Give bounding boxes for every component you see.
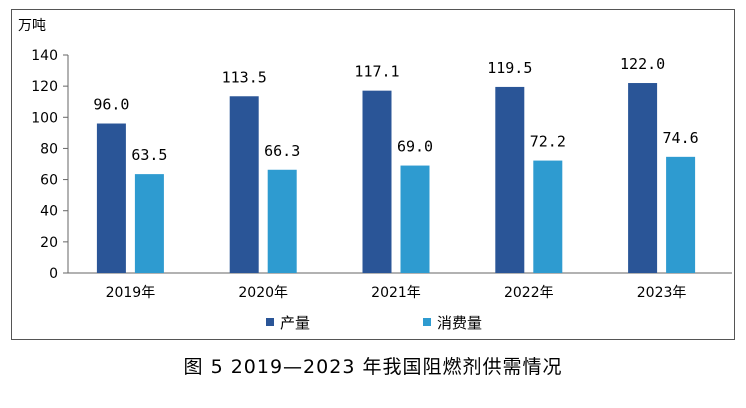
bar-production: [229, 96, 259, 273]
bar-production: [96, 123, 126, 273]
y-tick-label: 140: [31, 48, 58, 64]
y-tick-label: 80: [40, 141, 58, 157]
legend-label-consumption: 消费量: [437, 314, 482, 332]
figure-caption: 图 5 2019—2023 年我国阻燃剂供需情况: [183, 356, 563, 378]
bar-consumption: [267, 169, 297, 273]
bar-production: [495, 86, 525, 274]
value-label-consumption: 63.5: [131, 146, 167, 164]
value-label-consumption: 74.6: [663, 129, 699, 147]
bar-consumption: [134, 174, 164, 273]
bar-consumption: [400, 165, 430, 273]
value-label-production: 122.0: [620, 55, 665, 73]
y-tick-label: 20: [40, 235, 58, 251]
value-label-production: 119.5: [487, 59, 532, 77]
y-tick-label: 100: [31, 110, 58, 126]
y-tick-label: 40: [40, 204, 58, 220]
x-tick-label: 2020年: [238, 285, 288, 301]
x-tick-label: 2019年: [106, 285, 156, 301]
x-tick-label: 2022年: [504, 285, 554, 301]
value-label-consumption: 66.3: [264, 142, 300, 160]
x-tick-label: 2021年: [371, 285, 421, 301]
legend-label-production: 产量: [280, 314, 310, 332]
value-label-production: 117.1: [354, 63, 399, 81]
value-label-production: 96.0: [93, 96, 129, 114]
bar-production: [362, 90, 392, 273]
y-tick-label: 120: [31, 79, 58, 95]
x-tick-label: 2023年: [637, 285, 687, 301]
bar-consumption: [666, 156, 696, 273]
value-label-consumption: 72.2: [530, 133, 566, 151]
legend-swatch-production: [266, 318, 274, 326]
y-tick-label: 0: [49, 266, 58, 282]
chart-frame: [11, 9, 735, 340]
legend-swatch-consumption: [423, 318, 431, 326]
bar-production: [628, 83, 658, 274]
value-label-consumption: 69.0: [397, 138, 433, 156]
y-unit-label: 万吨: [18, 18, 46, 34]
y-tick-label: 60: [40, 173, 58, 189]
chart: 万吨 0 20 40 60 80 100 120 140 96.0 63.5 113.5 66.3 1…: [18, 18, 732, 332]
value-label-production: 113.5: [222, 68, 267, 86]
bar-consumption: [533, 160, 563, 273]
